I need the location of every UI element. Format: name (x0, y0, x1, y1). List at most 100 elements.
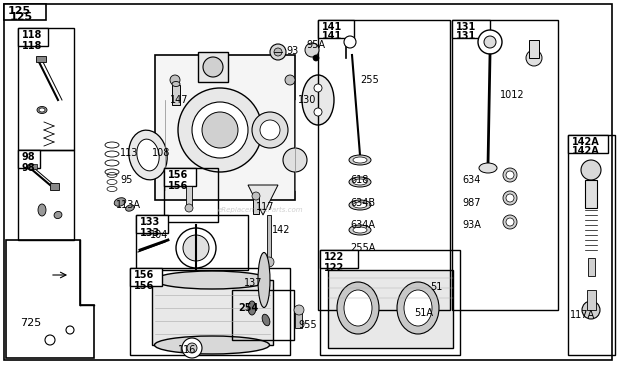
Text: 955: 955 (298, 320, 317, 330)
Text: 634: 634 (462, 175, 480, 185)
Text: 142: 142 (272, 225, 291, 235)
Circle shape (283, 148, 307, 172)
Text: 122: 122 (324, 263, 344, 273)
Text: 634A: 634A (350, 220, 375, 230)
Text: 156: 156 (134, 281, 154, 291)
Circle shape (270, 44, 286, 60)
Bar (320, 250, 358, 268)
Bar (587, 290, 596, 310)
Bar (198, 52, 228, 82)
Ellipse shape (262, 314, 270, 326)
Ellipse shape (258, 252, 270, 307)
Bar (18, 150, 40, 168)
Ellipse shape (349, 155, 371, 165)
Text: 118: 118 (22, 30, 42, 40)
Circle shape (66, 326, 74, 334)
Text: 118: 118 (22, 41, 42, 51)
Circle shape (274, 48, 282, 56)
Ellipse shape (353, 202, 367, 208)
Text: 634B: 634B (350, 198, 375, 208)
Ellipse shape (129, 130, 167, 180)
Ellipse shape (353, 157, 367, 163)
Bar (164, 168, 218, 222)
Text: 93: 93 (286, 46, 298, 56)
Bar (164, 168, 196, 186)
Bar (152, 280, 273, 345)
Text: 113A: 113A (116, 200, 141, 210)
Bar (18, 150, 74, 240)
Ellipse shape (353, 179, 367, 185)
Circle shape (183, 235, 209, 261)
Ellipse shape (172, 82, 180, 86)
Ellipse shape (397, 282, 439, 334)
Ellipse shape (126, 205, 135, 211)
Text: 137: 137 (244, 278, 262, 288)
Bar (585, 180, 597, 208)
Text: 725: 725 (20, 318, 42, 328)
Circle shape (314, 108, 322, 116)
Bar (186, 186, 192, 208)
Circle shape (264, 257, 274, 267)
Bar (318, 20, 450, 310)
Text: 147: 147 (170, 95, 188, 105)
Circle shape (305, 43, 319, 57)
Bar (253, 196, 259, 214)
Text: 141: 141 (322, 22, 342, 32)
Text: 156: 156 (168, 181, 188, 191)
Circle shape (503, 215, 517, 229)
Text: 104: 104 (150, 230, 169, 240)
Bar (130, 268, 162, 286)
Text: 125: 125 (8, 6, 31, 16)
Text: 98: 98 (22, 163, 35, 173)
Circle shape (582, 301, 600, 319)
Bar (130, 268, 290, 355)
Text: 116: 116 (178, 345, 197, 355)
Bar (568, 135, 608, 153)
Bar (295, 310, 302, 328)
Bar (452, 20, 558, 310)
Circle shape (187, 343, 197, 353)
Circle shape (170, 170, 180, 180)
Text: 141: 141 (322, 31, 342, 41)
Circle shape (252, 192, 260, 200)
Circle shape (170, 75, 180, 85)
Circle shape (285, 75, 295, 85)
Text: 95A: 95A (306, 40, 325, 50)
Text: 142A: 142A (572, 146, 600, 156)
Bar (36, 56, 46, 62)
Circle shape (202, 112, 238, 148)
Text: 156: 156 (134, 270, 154, 280)
Ellipse shape (154, 271, 270, 289)
Bar (452, 20, 490, 38)
Text: 131: 131 (456, 22, 476, 32)
Circle shape (185, 204, 193, 212)
Bar (172, 85, 180, 105)
Ellipse shape (404, 290, 432, 326)
Bar (18, 28, 48, 46)
Circle shape (506, 194, 514, 202)
Text: 131: 131 (456, 31, 476, 41)
Circle shape (260, 120, 280, 140)
Ellipse shape (302, 75, 334, 125)
Polygon shape (248, 185, 278, 215)
Bar (136, 215, 248, 270)
Ellipse shape (353, 227, 367, 233)
Circle shape (344, 36, 356, 48)
Ellipse shape (39, 108, 45, 112)
Circle shape (294, 305, 304, 315)
Bar (529, 40, 539, 58)
Text: 51: 51 (430, 282, 443, 292)
Text: 93A: 93A (462, 220, 481, 230)
Bar (318, 20, 354, 38)
Bar (50, 183, 59, 190)
Text: 113: 113 (120, 148, 138, 158)
Circle shape (178, 88, 262, 172)
Ellipse shape (344, 290, 372, 326)
Text: 108: 108 (152, 148, 171, 158)
Text: 133: 133 (140, 217, 160, 227)
Ellipse shape (54, 211, 62, 218)
Ellipse shape (37, 107, 47, 114)
Text: 125: 125 (10, 12, 33, 22)
Ellipse shape (349, 200, 371, 210)
Circle shape (45, 335, 55, 345)
